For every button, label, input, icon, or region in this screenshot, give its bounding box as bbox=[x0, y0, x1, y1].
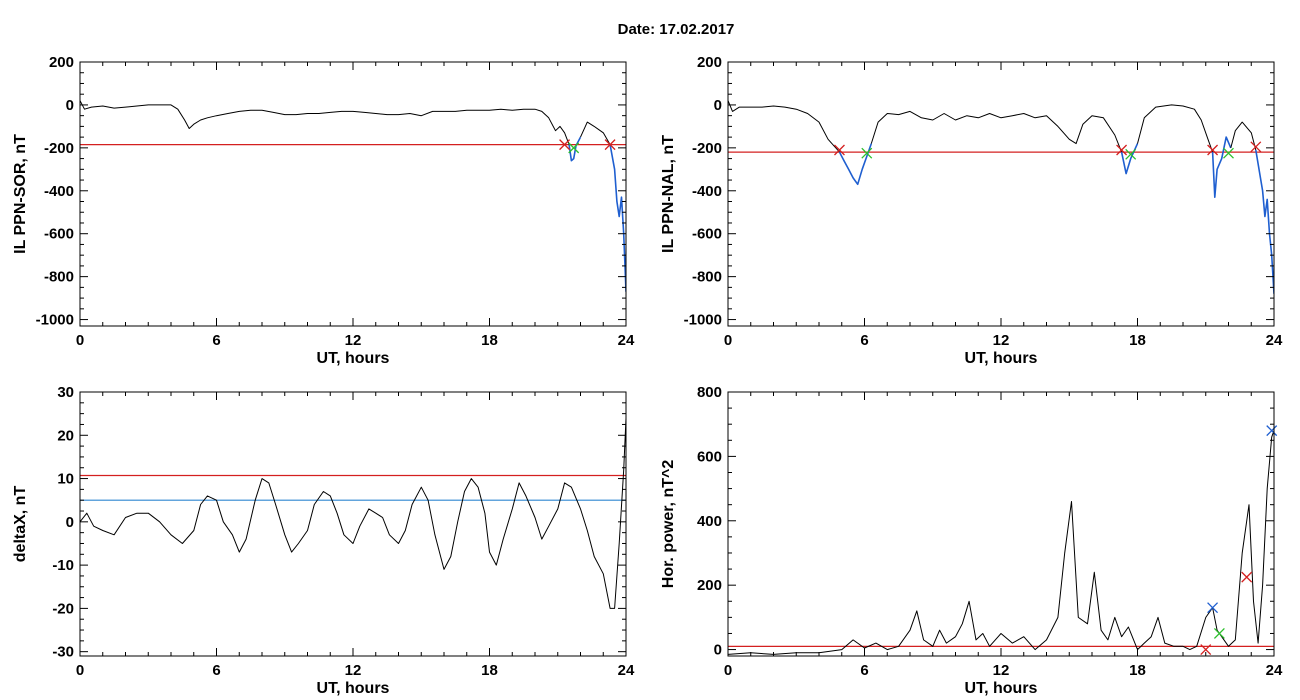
data-trace bbox=[580, 121, 611, 145]
y-tick-label: -1000 bbox=[684, 312, 722, 329]
data-trace bbox=[1137, 104, 1214, 153]
y-tick-label: 200 bbox=[49, 54, 74, 71]
y-tick-label: -600 bbox=[692, 226, 722, 243]
marker-green bbox=[1213, 628, 1225, 639]
marker-red bbox=[1200, 644, 1212, 656]
panel-4: 0 6 12 18 24 800 600 400 200 0 UT, hours Hor. power… bbox=[660, 384, 1283, 697]
x-axis-label: UT, hours bbox=[317, 350, 390, 367]
y-tick-label: -400 bbox=[692, 183, 722, 200]
data-trace bbox=[870, 110, 1123, 153]
marker-red bbox=[1116, 144, 1128, 156]
substorm-segment bbox=[1211, 136, 1232, 198]
data-trace bbox=[80, 100, 570, 145]
marker-green bbox=[1125, 148, 1137, 160]
x-tick-label: 6 bbox=[860, 662, 868, 679]
x-tick-label: 18 bbox=[1129, 662, 1146, 679]
x-tick-label: 12 bbox=[993, 332, 1010, 349]
x-tick-label: 18 bbox=[1129, 332, 1146, 349]
panel-1: 0 6 12 18 24 200 0 -200 -400 -600 -800 -1000 UT, hou… bbox=[12, 54, 635, 367]
y-axis-label: deltaX, nT bbox=[12, 486, 29, 563]
y-tick-label: -400 bbox=[44, 183, 74, 200]
substorm-segment bbox=[568, 136, 582, 162]
x-tick-label: 18 bbox=[481, 662, 498, 679]
plot-frame bbox=[727, 61, 1275, 327]
y-tick-label: 200 bbox=[697, 577, 722, 594]
x-tick-label: 12 bbox=[345, 662, 362, 679]
y-tick-label: -20 bbox=[52, 600, 74, 617]
marker-red bbox=[1250, 141, 1262, 153]
x-tick-label: 24 bbox=[618, 332, 635, 349]
y-tick-label: -1000 bbox=[36, 312, 74, 329]
x-tick-label: 0 bbox=[76, 332, 84, 349]
y-tick-label: -800 bbox=[44, 269, 74, 286]
marker-green bbox=[1223, 147, 1234, 159]
x-tick-label: 24 bbox=[1266, 332, 1283, 349]
y-tick-label: 800 bbox=[697, 384, 722, 401]
y-tick-label: -200 bbox=[692, 140, 722, 157]
marker-red bbox=[604, 139, 616, 151]
data-trace bbox=[1230, 121, 1257, 151]
x-tick-label: 6 bbox=[212, 332, 220, 349]
y-tick-label: 0 bbox=[714, 97, 722, 114]
y-tick-label: 600 bbox=[697, 448, 722, 465]
y-tick-label: 10 bbox=[57, 471, 74, 488]
y-tick-label: 200 bbox=[697, 54, 722, 71]
x-tick-label: 24 bbox=[1266, 662, 1283, 679]
marker-green bbox=[861, 147, 873, 159]
x-tick-label: 6 bbox=[860, 332, 868, 349]
x-tick-label: 0 bbox=[76, 662, 84, 679]
data-trace bbox=[728, 100, 840, 153]
y-axis-label: Hor. power, nT^2 bbox=[660, 460, 677, 589]
y-tick-label: 0 bbox=[66, 97, 74, 114]
x-tick-label: 24 bbox=[618, 662, 635, 679]
substorm-segment bbox=[1255, 149, 1274, 294]
y-tick-label: 20 bbox=[57, 427, 74, 444]
y-tick-label: -800 bbox=[692, 269, 722, 286]
x-tick-label: 18 bbox=[481, 332, 498, 349]
y-tick-label: 400 bbox=[697, 513, 722, 530]
x-tick-label: 12 bbox=[993, 662, 1010, 679]
y-tick-label: -600 bbox=[44, 226, 74, 243]
x-axis-label: UT, hours bbox=[317, 680, 390, 697]
substorm-segment bbox=[838, 143, 873, 186]
y-axis-label: IL PPN-NAL, nT bbox=[660, 135, 677, 253]
figure-title: Date: 17.02.2017 bbox=[618, 21, 735, 38]
y-tick-label: 30 bbox=[57, 384, 74, 401]
marker-green bbox=[568, 142, 580, 154]
panel-2: 0 6 12 18 24 200 0 -200 -400 -600 -800 -1000 UT, hou… bbox=[660, 54, 1283, 367]
x-tick-label: 12 bbox=[345, 332, 362, 349]
y-tick-label: -30 bbox=[52, 644, 74, 661]
marker-red bbox=[1207, 144, 1219, 156]
x-axis-label: UT, hours bbox=[965, 350, 1038, 367]
data-trace bbox=[80, 417, 626, 609]
substorm-segment bbox=[609, 144, 626, 292]
y-tick-label: 0 bbox=[714, 642, 722, 659]
x-tick-label: 0 bbox=[724, 332, 732, 349]
y-axis-label: IL PPN-SOR, nT bbox=[12, 134, 29, 254]
plot-frame bbox=[727, 391, 1275, 657]
marker-blue bbox=[1266, 425, 1278, 437]
x-axis-label: UT, hours bbox=[965, 680, 1038, 697]
marker-blue bbox=[1207, 602, 1219, 614]
plot-frame bbox=[79, 61, 627, 327]
marker-red bbox=[834, 144, 845, 156]
marker-red bbox=[1241, 571, 1253, 583]
x-tick-label: 6 bbox=[212, 662, 220, 679]
panel-3: 0 6 12 18 24 30 20 10 0 -10 -20 -30 UT, hours deltaX,… bbox=[12, 384, 635, 697]
y-tick-label: -10 bbox=[52, 557, 74, 574]
y-tick-label: -200 bbox=[44, 140, 74, 157]
x-tick-label: 0 bbox=[724, 662, 732, 679]
data-trace bbox=[728, 430, 1274, 655]
y-tick-label: 0 bbox=[66, 514, 74, 531]
marker-red bbox=[559, 139, 571, 151]
